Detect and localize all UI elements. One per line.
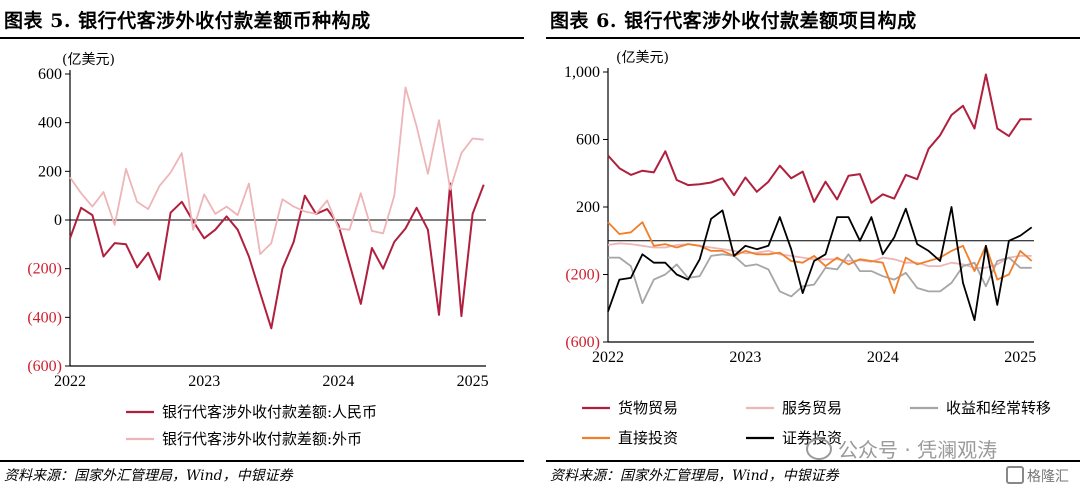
unit-label: (亿美元) (616, 50, 669, 66)
y-tick-label: 600 (38, 66, 62, 83)
y-tick-label: 200 (38, 163, 62, 180)
y-tick-label: (400) (27, 309, 62, 326)
title-rule-right (546, 37, 1080, 39)
x-tick-label: 2023 (729, 349, 761, 366)
chart-title-left: 图表 5. 银行代客涉外收付款差额币种构成 (4, 10, 371, 32)
corner-watermark: 格隆汇 (1006, 466, 1069, 486)
y-tick-label: 200 (576, 199, 600, 216)
chart-title-right: 图表 6. 银行代客涉外收付款差额项目构成 (550, 10, 917, 32)
x-tick-label: 2025 (1004, 349, 1036, 366)
y-tick-label: (200) (565, 267, 600, 284)
title-rule-left (0, 37, 524, 39)
y-tick-label: (600) (27, 358, 62, 375)
series-line-1 (607, 73, 1032, 204)
y-tick-label: 1,000 (564, 64, 600, 81)
y-tick-label: 600 (576, 132, 600, 149)
x-tick-label: 2024 (322, 373, 354, 390)
x-tick-label: 2022 (54, 373, 86, 390)
legend-label: 服务贸易 (782, 399, 842, 417)
x-tick-label: 2025 (457, 373, 489, 390)
chart-panel-left: 图表 5. 银行代客涉外收付款差额币种构成 (亿美元) 600 400 200 0 (20… (0, 0, 528, 492)
source-note-right: 资料来源：国家外汇管理局，Wind，中银证券 (550, 468, 839, 484)
series-line-2 (69, 86, 484, 256)
corner-watermark-text: 格隆汇 (1027, 469, 1069, 485)
legend-label: 直接投资 (618, 429, 678, 447)
y-tick-label: (600) (565, 334, 600, 351)
source-rule-right (546, 460, 1080, 462)
y-tick-label: 400 (38, 115, 62, 132)
unit-label: (亿美元) (62, 52, 115, 68)
series-line-1 (69, 182, 485, 330)
y-tick-label: (200) (27, 261, 62, 278)
y-tick-label: 0 (54, 212, 62, 229)
series-line-4 (607, 221, 1033, 295)
chart-panel-right: 图表 6. 银行代客涉外收付款差额项目构成 (亿美元) 1,000 600 200 (2… (546, 0, 1080, 492)
series-line-5 (607, 206, 1033, 322)
legend-label: 货物贸易 (618, 399, 678, 417)
legend-label: 银行代客涉外收付款差额:外币 (162, 430, 362, 448)
currency-chart: (亿美元)600 400 200 0 (200) (400) (600)2022 2023 20… (27, 52, 489, 448)
x-tick-label: 2022 (592, 349, 624, 366)
wechat-icon (806, 438, 832, 460)
legend-label: 银行代客涉外收付款差额:人民币 (162, 403, 377, 421)
wechat-watermark: 公众号 · 凭澜观涛 (806, 434, 997, 463)
x-tick-label: 2024 (867, 349, 899, 366)
source-note-left: 资料来源：国家外汇管理局，Wind，中银证券 (4, 468, 293, 484)
watermark-text: 公众号 · 凭澜观涛 (838, 438, 998, 462)
legend-label: 收益和经常转移 (946, 399, 1051, 417)
logo-icon (1006, 466, 1024, 484)
series-line-2 (607, 242, 1032, 269)
item-chart: (亿美元) 1,000 600 200 (200) (600)2022 2023 2024 20… (564, 50, 1051, 447)
source-rule-left (0, 460, 524, 462)
x-tick-label: 2023 (188, 373, 220, 390)
